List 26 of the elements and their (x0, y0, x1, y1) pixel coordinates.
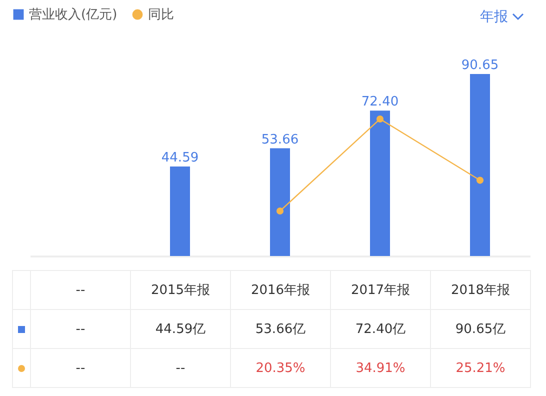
data-label: 44.59亿 (130, 310, 230, 348)
text: -- (76, 360, 86, 376)
bar (470, 74, 490, 256)
legend-label: 营业收入(亿元) (29, 8, 118, 23)
data-label: 20.35% (230, 348, 330, 388)
annotation: 53.66 (261, 132, 299, 148)
text: -- (176, 360, 186, 376)
text: 年报 (480, 8, 508, 26)
legend-label: 同比 (148, 8, 174, 23)
text: -- (76, 322, 86, 336)
data-label: 34.91% (330, 348, 430, 388)
annotation: 72.40 (361, 94, 399, 110)
x-tick-label: 2015年报 (130, 270, 230, 310)
x-tick-label: 2017年报 (330, 270, 430, 310)
annotation: 90.65 (461, 58, 499, 73)
annotation: 44.59 (161, 150, 199, 166)
bar (270, 148, 290, 256)
data-label: 25.21% (430, 348, 530, 388)
x-tick-label: 2016年报 (230, 270, 330, 310)
data-label: 53.66亿 (230, 310, 330, 348)
bar (370, 110, 390, 256)
bar (170, 166, 190, 256)
data-label: 90.65亿 (430, 310, 530, 348)
data-label: 72.40亿 (330, 310, 430, 348)
x-tick-label: -- (30, 270, 130, 310)
x-tick-label: 2018年报 (430, 270, 530, 310)
